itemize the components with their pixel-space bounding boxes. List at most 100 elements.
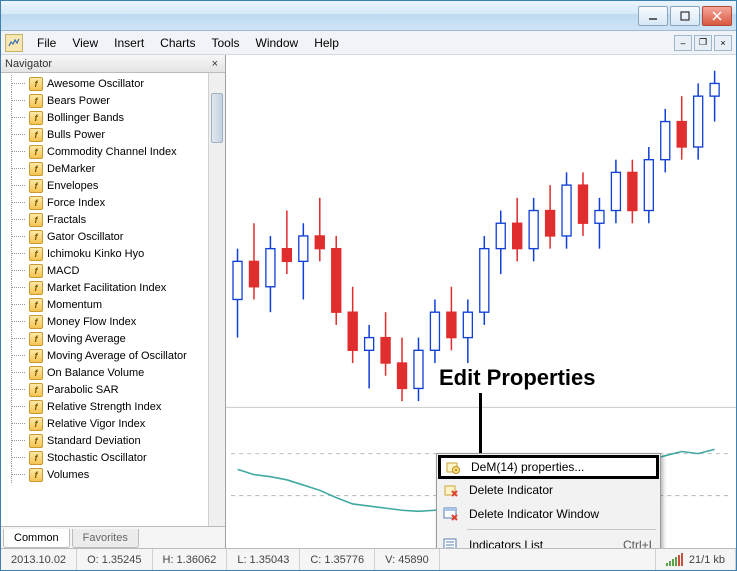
status-close: C: 1.35776	[300, 549, 375, 570]
delete-icon	[441, 480, 461, 500]
indicator-label: DeMarker	[47, 163, 95, 175]
indicator-item[interactable]: fBears Power	[3, 92, 208, 109]
indicator-label: Force Index	[47, 197, 105, 209]
ctx-properties-label: DeM(14) properties...	[471, 460, 584, 474]
indicator-item[interactable]: fStochastic Oscillator	[3, 449, 208, 466]
indicator-icon: f	[29, 230, 43, 244]
context-menu: DeM(14) properties... Delete Indicator D…	[436, 453, 661, 548]
indicator-icon: f	[29, 162, 43, 176]
ctx-separator	[467, 529, 656, 530]
indicator-icon: f	[29, 247, 43, 261]
indicator-item[interactable]: f Envelopes	[3, 177, 208, 194]
menu-view[interactable]: View	[64, 33, 106, 53]
indicator-item[interactable]: fRelative Strength Index	[3, 398, 208, 415]
mdi-close-button[interactable]: ×	[714, 35, 732, 51]
ctx-delete-window[interactable]: Delete Indicator Window	[439, 502, 658, 526]
indicator-item[interactable]: f Market Facilitation Index	[3, 279, 208, 296]
indicator-item[interactable]: fMoving Average	[3, 330, 208, 347]
indicator-icon: f	[29, 145, 43, 159]
indicator-item[interactable]: fOn Balance Volume	[3, 364, 208, 381]
indicator-item[interactable]: fFractals	[3, 211, 208, 228]
navigator-tabs: Common Favorites	[1, 526, 225, 548]
indicator-item[interactable]: fMoving Average of Oscillator	[3, 347, 208, 364]
app-window: FileViewInsertChartsToolsWindowHelp – ❐ …	[0, 0, 737, 571]
indicator-item[interactable]: f Volumes	[3, 466, 208, 483]
indicator-label: Gator Oscillator	[47, 231, 123, 243]
indicator-icon: f	[29, 264, 43, 278]
menubar: FileViewInsertChartsToolsWindowHelp – ❐ …	[1, 31, 736, 55]
indicator-label: Parabolic SAR	[47, 384, 119, 396]
menu-insert[interactable]: Insert	[106, 33, 152, 53]
indicator-label: Volumes	[47, 469, 89, 481]
mdi-restore-button[interactable]: ❐	[694, 35, 712, 51]
indicator-label: On Balance Volume	[47, 367, 144, 379]
indicator-icon: f	[29, 383, 43, 397]
indicator-label: Bollinger Bands	[47, 112, 124, 124]
ctx-list-shortcut: Ctrl+I	[623, 538, 652, 548]
ctx-properties[interactable]: DeM(14) properties...	[438, 455, 659, 479]
menu-file[interactable]: File	[29, 33, 64, 53]
indicator-item[interactable]: f Commodity Channel Index	[3, 143, 208, 160]
main-area: Navigator × f Awesome Oscillator fBears Po…	[1, 55, 736, 548]
indicator-label: Envelopes	[47, 180, 98, 192]
callout-line	[479, 393, 482, 455]
connection-bars-icon	[666, 553, 683, 566]
close-button[interactable]	[702, 6, 732, 26]
indicator-item[interactable]: fBulls Power	[3, 126, 208, 143]
minimize-button[interactable]	[638, 6, 668, 26]
menu-window[interactable]: Window	[248, 33, 307, 53]
indicator-item[interactable]: f DeMarker	[3, 160, 208, 177]
indicator-label: Ichimoku Kinko Hyo	[47, 248, 144, 260]
delete-window-icon	[441, 504, 461, 524]
maximize-button[interactable]	[670, 6, 700, 26]
navigator-title: Navigator	[5, 58, 52, 70]
indicator-item[interactable]: f Force Index	[3, 194, 208, 211]
indicator-item[interactable]: fRelative Vigor Index	[3, 415, 208, 432]
scrollbar-thumb[interactable]	[211, 93, 223, 143]
indicator-icon: f	[29, 94, 43, 108]
navigator-tree[interactable]: fAwesome OscillatorfBears PowerfBollinge…	[1, 73, 208, 526]
indicator-item[interactable]: f MACD	[3, 262, 208, 279]
menu-charts[interactable]: Charts	[152, 33, 203, 53]
indicator-item[interactable]: fMoney Flow Index	[3, 313, 208, 330]
indicator-item[interactable]: fStandard Deviation	[3, 432, 208, 449]
menu-tools[interactable]: Tools	[204, 33, 248, 53]
indicator-label: Money Flow Index	[47, 316, 136, 328]
mdi-minimize-button[interactable]: –	[674, 35, 692, 51]
ctx-delete-label: Delete Indicator	[469, 483, 553, 497]
indicator-icon: f	[29, 451, 43, 465]
indicator-icon: f	[29, 179, 43, 193]
indicator-item[interactable]: f Ichimoku Kinko Hyo	[3, 245, 208, 262]
indicator-label: Bulls Power	[47, 129, 105, 141]
navigator-scrollbar[interactable]	[208, 73, 225, 526]
indicator-label: Market Facilitation Index	[47, 282, 166, 294]
indicator-icon: f	[29, 77, 43, 91]
indicator-label: MACD	[47, 265, 79, 277]
indicator-icon: f	[29, 400, 43, 414]
status-low: L: 1.35043	[227, 549, 300, 570]
indicator-item[interactable]: f Awesome Oscillator	[3, 75, 208, 92]
indicator-item[interactable]: f Parabolic SAR	[3, 381, 208, 398]
indicator-item[interactable]: fBollinger Bands	[3, 109, 208, 126]
indicator-label: Awesome Oscillator	[47, 78, 144, 90]
status-volume: V: 45890	[375, 549, 440, 570]
ctx-delete-indicator[interactable]: Delete Indicator	[439, 478, 658, 502]
indicator-icon: f	[29, 281, 43, 295]
app-icon	[5, 34, 23, 52]
tab-common[interactable]: Common	[3, 529, 70, 548]
navigator-close-button[interactable]: ×	[209, 58, 221, 70]
tab-favorites[interactable]: Favorites	[72, 529, 139, 548]
indicator-label: Commodity Channel Index	[47, 146, 177, 158]
ctx-indicators-list[interactable]: Indicators List Ctrl+I	[439, 533, 658, 548]
menu-help[interactable]: Help	[306, 33, 347, 53]
status-bar: 2013.10.02 O: 1.35245 H: 1.36062 L: 1.35…	[1, 548, 736, 570]
ctx-delete-window-label: Delete Indicator Window	[469, 507, 599, 521]
indicator-item[interactable]: f Gator Oscillator	[3, 228, 208, 245]
titlebar	[1, 1, 736, 31]
indicator-item[interactable]: fMomentum	[3, 296, 208, 313]
indicator-icon: f	[29, 196, 43, 210]
indicator-icon: f	[29, 468, 43, 482]
navigator-header: Navigator ×	[1, 55, 225, 73]
status-open: O: 1.35245	[77, 549, 152, 570]
status-connection: 21/1 kb	[655, 549, 736, 570]
